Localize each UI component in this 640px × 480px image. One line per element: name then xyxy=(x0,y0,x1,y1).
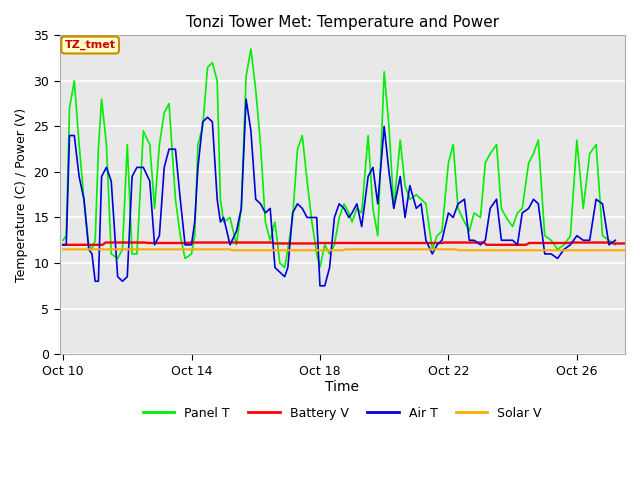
Legend: Panel T, Battery V, Air T, Solar V: Panel T, Battery V, Air T, Solar V xyxy=(138,402,547,425)
Solar V xyxy=(228,247,236,253)
Battery V xyxy=(212,240,220,245)
Panel T xyxy=(438,228,446,234)
Y-axis label: Temperature (C) / Power (V): Temperature (C) / Power (V) xyxy=(15,108,28,282)
Line: Battery V: Battery V xyxy=(63,242,625,245)
Air T xyxy=(605,242,612,248)
Air T xyxy=(612,238,620,243)
Battery V xyxy=(596,240,604,245)
Panel T xyxy=(579,205,587,211)
Air T xyxy=(313,215,321,220)
Solar V xyxy=(82,247,90,252)
Solar V xyxy=(209,247,216,252)
X-axis label: Time: Time xyxy=(325,380,360,394)
Air T xyxy=(579,238,587,243)
Panel T xyxy=(247,46,255,52)
Battery V xyxy=(82,242,90,248)
Solar V xyxy=(596,247,604,253)
Line: Panel T: Panel T xyxy=(63,49,616,267)
Air T xyxy=(243,96,250,102)
Battery V xyxy=(166,240,174,246)
Battery V xyxy=(621,240,629,246)
Title: Tonzi Tower Met: Temperature and Power: Tonzi Tower Met: Temperature and Power xyxy=(186,15,499,30)
Solar V xyxy=(60,247,67,252)
Air T xyxy=(298,205,306,211)
Solar V xyxy=(576,247,584,253)
Panel T xyxy=(209,60,216,66)
Solar V xyxy=(621,247,629,253)
Line: Air T: Air T xyxy=(63,99,616,286)
Panel T xyxy=(316,264,324,270)
Air T xyxy=(438,238,446,243)
Panel T xyxy=(612,242,620,248)
Battery V xyxy=(93,242,100,248)
Panel T xyxy=(281,264,289,270)
Air T xyxy=(316,283,324,288)
Panel T xyxy=(60,238,67,243)
Solar V xyxy=(93,247,100,252)
Air T xyxy=(60,242,67,248)
Battery V xyxy=(102,240,109,245)
Air T xyxy=(209,119,216,125)
Solar V xyxy=(164,247,172,252)
Battery V xyxy=(60,242,67,248)
Panel T xyxy=(605,238,612,243)
Panel T xyxy=(303,178,311,184)
Text: TZ_tmet: TZ_tmet xyxy=(65,40,116,50)
Battery V xyxy=(576,240,584,245)
